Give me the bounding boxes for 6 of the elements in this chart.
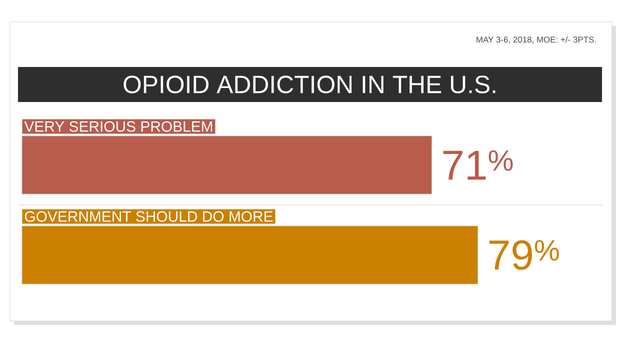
data-label: 79$^{%}$ <box>490 240 559 270</box>
y-tick-label: GOVERNMENT SHOULD DO MORE <box>24 211 273 222</box>
y-tick-label: VERY SERIOUS PROBLEM <box>24 121 212 132</box>
data-label: 71$^{%}$ <box>443 150 513 180</box>
text: MAY 3-6, 2018, MOE: +/- 3PTS. <box>476 36 596 44</box>
chart-title: OPIOID ADDICTION IN THE U.S. <box>124 76 496 94</box>
